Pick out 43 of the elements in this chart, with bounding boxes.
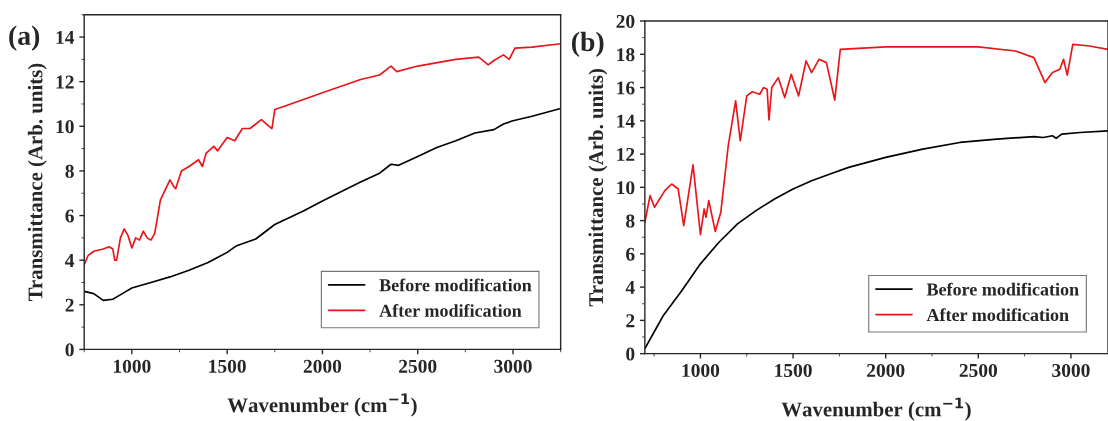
y-tick-label: 4 <box>625 281 635 294</box>
y-axis-title: Transmittance (Arb. units) <box>27 63 47 302</box>
legend-label: Before modification <box>379 278 532 292</box>
y-tick-label: 0 <box>626 347 635 361</box>
line-series <box>644 129 1108 350</box>
y-tick-label: 14 <box>617 114 635 128</box>
x-tick-label: 1500 <box>775 363 812 378</box>
x-tick-label: 2500 <box>959 363 998 378</box>
y-tick-label: 6 <box>65 209 74 223</box>
x-axis-title: Wavenumber (cm$^{−1}$) <box>227 393 417 417</box>
y-tick-label: 12 <box>56 75 74 89</box>
y-tick-label: 0 <box>65 343 74 357</box>
line-series <box>84 42 561 266</box>
y-tick-label: 2 <box>65 298 74 312</box>
legend-label: Before modification <box>926 282 1079 296</box>
x-tick-label: 1500 <box>209 359 246 373</box>
y-tick-label: 10 <box>617 181 635 195</box>
x-tick-label: 3000 <box>1052 363 1090 378</box>
x-tick-label: 2000 <box>867 363 905 378</box>
y-tick-label: 8 <box>626 214 635 228</box>
y-tick-label: 14 <box>56 30 75 44</box>
y-tick-label: 12 <box>617 147 635 161</box>
x-tick-label: 1000 <box>113 359 151 373</box>
y-tick-label: 20 <box>616 14 635 28</box>
y-tick-label: 6 <box>626 247 635 261</box>
y-tick-label: 10 <box>56 120 74 134</box>
legend-label: After modification <box>926 308 1069 322</box>
y-axis-title: Transmittance (Arb. units) <box>588 68 608 307</box>
x-axis-title: Wavenumber (cm$^{−1}$) <box>781 397 971 421</box>
line-series <box>644 43 1108 236</box>
line-series <box>84 107 561 302</box>
y-tick-label: 8 <box>65 164 74 178</box>
y-tick-label: 16 <box>617 81 635 95</box>
x-tick-label: 2500 <box>399 359 437 373</box>
legend-label: After modification <box>379 303 522 317</box>
y-tick-label: 2 <box>626 314 635 328</box>
x-tick-label: 2000 <box>303 359 342 373</box>
y-tick-label: 18 <box>617 48 635 62</box>
y-tick-label: 4 <box>65 254 75 267</box>
chart-title: (a) <box>9 25 40 51</box>
x-tick-label: 1000 <box>682 363 720 378</box>
x-tick-label: 3000 <box>494 359 532 373</box>
chart-title: (b) <box>571 31 604 57</box>
